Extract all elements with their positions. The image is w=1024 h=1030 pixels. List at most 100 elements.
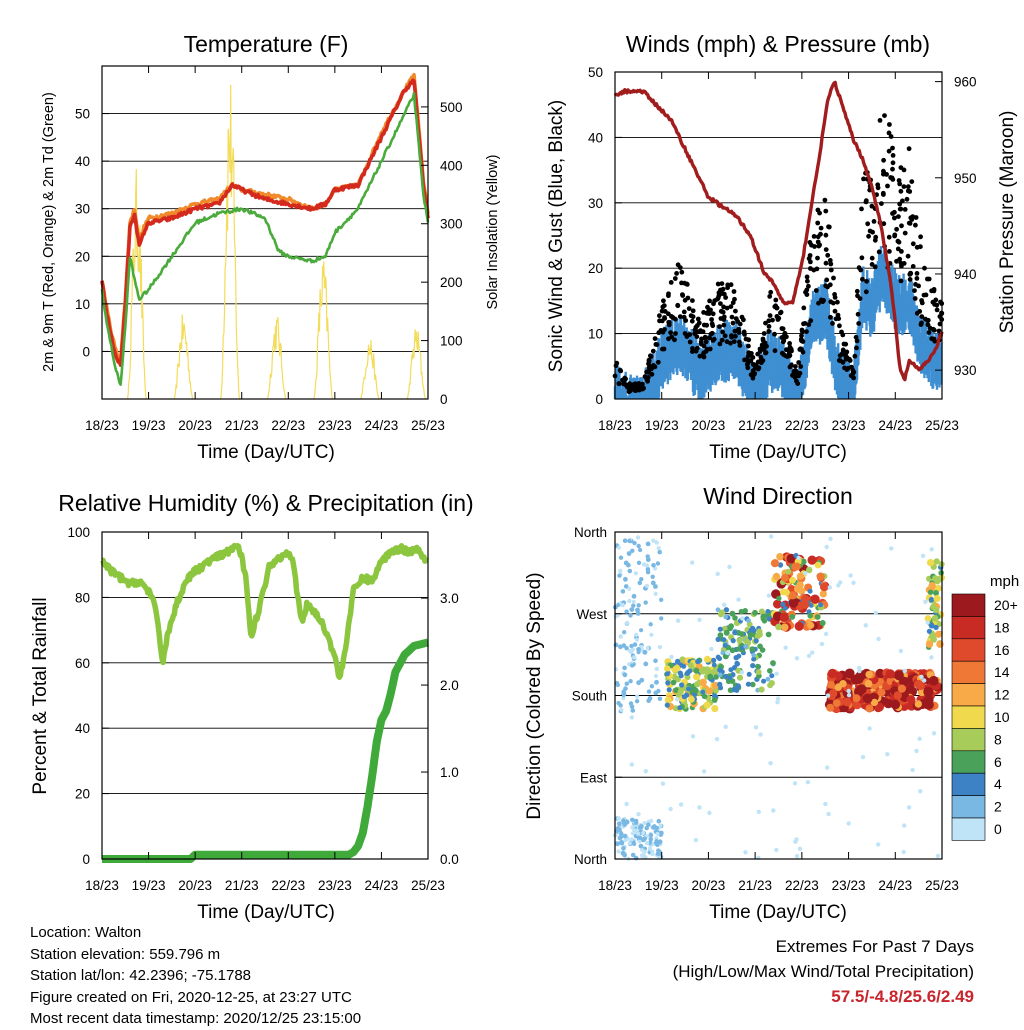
direction-point bbox=[823, 631, 829, 637]
direction-point bbox=[645, 569, 651, 575]
direction-point bbox=[639, 677, 645, 683]
direction-point bbox=[627, 598, 632, 604]
winds-y-ticks: 0 10 20 30 40 50 bbox=[588, 65, 622, 407]
direction-point bbox=[659, 597, 664, 602]
gust-point bbox=[831, 275, 836, 281]
gust-point bbox=[666, 322, 672, 328]
direction-point bbox=[634, 694, 640, 699]
gust-point bbox=[623, 382, 629, 388]
direction-point bbox=[664, 696, 672, 704]
y2-tick-label: 400 bbox=[440, 158, 463, 173]
gust-point bbox=[913, 222, 918, 228]
x-tick-label: 23/23 bbox=[318, 878, 352, 893]
gust-point bbox=[858, 267, 864, 273]
direction-point bbox=[622, 630, 627, 635]
direction-point bbox=[628, 701, 634, 706]
direction-point bbox=[703, 655, 711, 663]
direction-point bbox=[807, 621, 815, 629]
gust-point bbox=[897, 181, 903, 187]
gust-point bbox=[719, 337, 725, 343]
y2-tick-label: 960 bbox=[954, 75, 977, 90]
direction-point bbox=[646, 689, 652, 694]
direction-point bbox=[651, 538, 656, 543]
direction-point bbox=[808, 603, 814, 608]
x-tick-label: 23/23 bbox=[832, 418, 866, 433]
direction-point bbox=[720, 650, 726, 656]
direction-point bbox=[711, 693, 718, 699]
y-tick-label: 10 bbox=[75, 297, 90, 312]
colorbar-label: 8 bbox=[994, 731, 1002, 747]
gust-point bbox=[804, 287, 810, 293]
direction-point bbox=[629, 715, 634, 720]
gust-point bbox=[750, 375, 756, 381]
gust-point bbox=[690, 298, 695, 303]
direction-point bbox=[923, 686, 934, 697]
y2-tick-label: 100 bbox=[440, 334, 463, 349]
temperature-series-line bbox=[100, 91, 430, 386]
gust-point bbox=[860, 276, 865, 282]
direction-point bbox=[758, 732, 763, 737]
direction-point bbox=[664, 702, 670, 708]
solar-spike bbox=[313, 261, 334, 400]
direction-point bbox=[758, 686, 765, 693]
direction-point bbox=[701, 693, 708, 700]
direction-point bbox=[677, 688, 684, 696]
direction-point bbox=[839, 680, 847, 688]
gust-point bbox=[930, 326, 936, 332]
gust-point bbox=[756, 365, 762, 371]
direction-point bbox=[897, 684, 907, 693]
direction-point bbox=[622, 538, 628, 543]
gust-point bbox=[812, 244, 817, 249]
direction-point bbox=[653, 584, 658, 589]
gust-point bbox=[875, 182, 881, 188]
gust-point bbox=[666, 293, 671, 299]
direction-point bbox=[616, 545, 621, 550]
colorbar-swatch bbox=[951, 750, 986, 774]
gust-point bbox=[772, 331, 777, 337]
gust-point bbox=[897, 201, 903, 207]
direction-point bbox=[876, 636, 881, 642]
gust-point bbox=[799, 333, 804, 339]
winds-panel: Winds (mph) & Pressure (mb) 01020304050 … bbox=[546, 31, 1018, 463]
direction-point bbox=[665, 680, 671, 686]
direction-point bbox=[645, 541, 651, 547]
direction-point bbox=[721, 637, 727, 643]
gust-point bbox=[804, 274, 810, 280]
x-tick-label: 25/23 bbox=[411, 878, 445, 893]
gust-point bbox=[934, 307, 940, 313]
direction-point bbox=[626, 551, 632, 556]
gust-point bbox=[918, 322, 924, 327]
gust-point bbox=[721, 322, 727, 328]
gust-point bbox=[733, 333, 738, 339]
gust-point bbox=[910, 264, 916, 269]
direction-point bbox=[902, 823, 907, 828]
direction-point bbox=[772, 572, 781, 581]
x-tick-label: 21/23 bbox=[225, 878, 259, 893]
gust-point bbox=[872, 237, 878, 243]
solar-spike bbox=[406, 329, 427, 400]
direction-point bbox=[925, 640, 934, 648]
gust-point bbox=[822, 197, 828, 203]
direction-point bbox=[635, 831, 641, 836]
direction-point bbox=[810, 650, 815, 655]
figure-created: Figure created on Fri, 2020-12-25, at 23… bbox=[30, 988, 352, 1006]
direction-point bbox=[684, 674, 691, 681]
gust-point bbox=[906, 146, 912, 152]
direction-point bbox=[666, 687, 672, 693]
gust-point bbox=[721, 304, 726, 310]
gust-point bbox=[718, 301, 723, 306]
gust-point bbox=[861, 176, 866, 182]
gust-point bbox=[761, 347, 767, 352]
gust-point bbox=[908, 270, 913, 276]
direction-point bbox=[836, 583, 841, 588]
gust-point bbox=[686, 306, 692, 311]
gust-point bbox=[805, 278, 810, 284]
direction-point bbox=[893, 670, 904, 681]
y2-tick-label: 3.0 bbox=[440, 591, 459, 606]
direction-point bbox=[863, 623, 868, 628]
direction-point bbox=[727, 564, 732, 570]
direction-point bbox=[642, 821, 647, 825]
gust-point bbox=[655, 359, 661, 365]
y-tick-label: 20 bbox=[75, 249, 90, 264]
direction-point bbox=[620, 589, 626, 594]
